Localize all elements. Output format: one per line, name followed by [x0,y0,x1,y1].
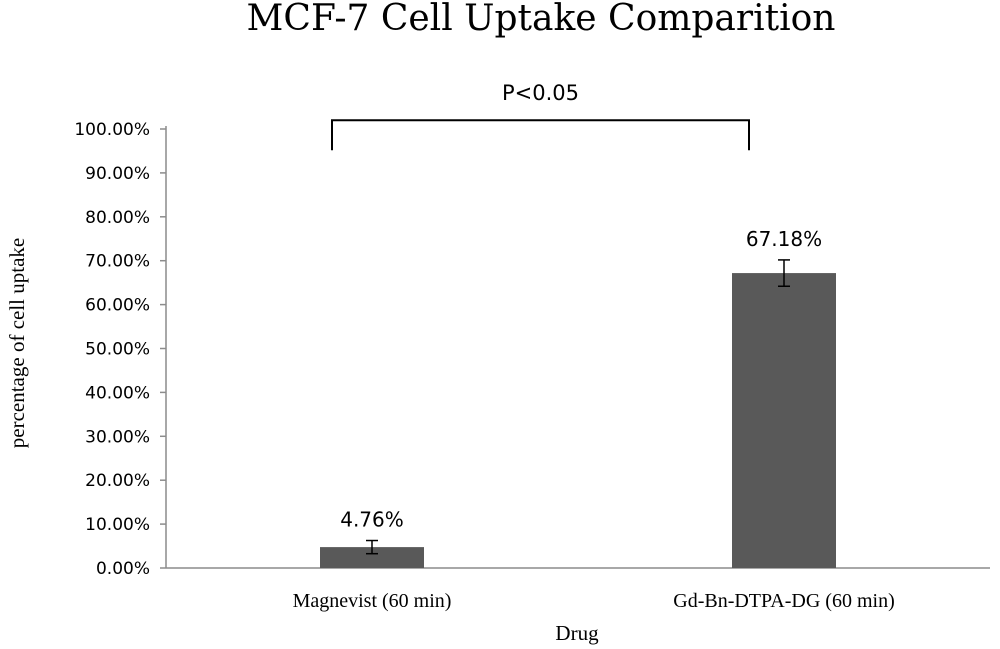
y-tick-label: 70.00% [85,252,150,272]
y-tick-label: 50.00% [85,340,150,360]
x-tick-label: Gd-Bn-DTPA-DG (60 min) [673,590,894,612]
y-axis-title: percentage of cell uptake [5,238,29,448]
significance-label: P<0.05 [502,81,579,105]
y-tick-label: 100.00% [74,120,150,140]
y-tick-label: 0.00% [96,559,150,579]
y-tick-label: 10.00% [85,515,150,535]
y-tick-label: 20.00% [85,471,150,491]
y-tick-label: 80.00% [85,208,150,228]
bar [320,547,424,568]
plot-area: 0.00% 10.00% 20.00% 30.00% 40.00% 50.00% 60.00… [74,81,990,612]
x-axis-title: Drug [555,621,599,645]
y-tick-label: 40.00% [85,383,150,403]
y-tick-label: 90.00% [85,164,150,184]
significance-bracket [331,119,750,151]
data-label: 4.76% [340,508,404,532]
data-label: 67.18% [746,227,822,251]
y-tick-label: 60.00% [85,296,150,316]
x-tick-label: Magnevist (60 min) [293,590,452,612]
bar [732,273,836,568]
y-tick-label: 30.00% [85,427,150,447]
chart-title: MCF-7 Cell Uptake Comparition [247,0,836,39]
